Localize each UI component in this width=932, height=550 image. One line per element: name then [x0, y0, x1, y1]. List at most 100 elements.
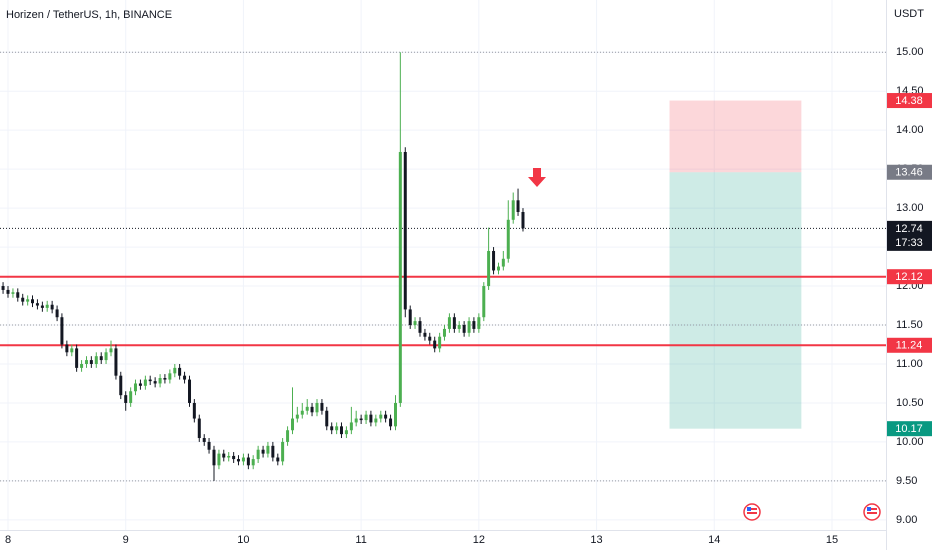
candle-body [251, 459, 255, 466]
candle-body [65, 344, 69, 353]
candle-body [183, 375, 187, 380]
candle-body [89, 360, 93, 364]
candle-body [418, 321, 422, 333]
candle-body [516, 200, 520, 212]
candle-body [442, 328, 446, 337]
y-tick-label: 14.00 [896, 124, 924, 136]
candle-body [369, 414, 373, 423]
candle-body [60, 317, 64, 345]
candle-body [55, 309, 59, 318]
candle-body [379, 414, 383, 419]
candle-body [330, 426, 334, 431]
candle-body [423, 332, 427, 337]
candle-body [428, 336, 432, 341]
y-tick-label: 9.50 [896, 475, 917, 487]
candle-body [477, 317, 481, 329]
candle-body [452, 317, 456, 329]
x-tick-label: 8 [5, 534, 11, 546]
x-tick-label: 14 [708, 534, 720, 546]
candle-body [266, 445, 270, 454]
candle-body [114, 348, 118, 376]
candle-body [315, 402, 319, 413]
candle-body [305, 406, 309, 411]
candle-body [354, 418, 358, 423]
candle-body [433, 340, 437, 349]
candle-body [246, 457, 250, 466]
candle-body [457, 325, 461, 329]
candle-body [85, 360, 89, 364]
entry-price-tag: 13.46 [895, 167, 923, 179]
candle-body [384, 414, 388, 419]
y-tick-label: 10.00 [896, 436, 924, 448]
candle-body [462, 325, 466, 333]
candle-body [408, 309, 412, 326]
event-flag [863, 503, 881, 521]
candle-body [16, 292, 20, 298]
candle-body [256, 449, 260, 460]
candle-body [320, 402, 324, 411]
candle-body [291, 418, 295, 431]
y-tick-label: 9.00 [896, 514, 917, 526]
candle-body [129, 391, 133, 403]
candle-body [339, 426, 343, 435]
candle-body [158, 378, 162, 384]
candle-body [207, 441, 211, 450]
candle-body [286, 430, 290, 442]
target-price-tag: 10.17 [895, 423, 923, 435]
last-price-bg [887, 220, 932, 251]
target-price-tag-bg [887, 421, 932, 437]
candle-body [281, 441, 285, 462]
x-tick-label: 11 [355, 534, 366, 546]
candle-body [192, 402, 196, 419]
candle-body [325, 410, 329, 427]
candle-body [271, 445, 275, 458]
candle-body [70, 348, 74, 353]
level-price-tag-bg [887, 337, 932, 353]
candle-body [276, 457, 280, 462]
candle-body [227, 455, 231, 458]
candle-body [241, 457, 245, 462]
candle-body [394, 402, 398, 427]
candle-body [482, 286, 486, 318]
stop-price-tag-bg [887, 93, 932, 109]
x-tick-label: 13 [590, 534, 602, 546]
level-price-tag: 11.24 [896, 340, 923, 352]
candle-body [506, 219, 510, 259]
countdown: 17:33 [895, 237, 923, 249]
candle-body [119, 375, 123, 396]
candle-body [1, 286, 5, 290]
y-tick-label: 13.00 [896, 202, 924, 214]
candle-body [447, 317, 451, 329]
x-tick-label: 15 [826, 534, 838, 546]
candle-body [335, 426, 339, 431]
candle-body [148, 379, 152, 382]
candle-body [364, 414, 368, 421]
candle-body [143, 379, 147, 386]
target-zone [669, 172, 802, 429]
candle-body [212, 449, 216, 466]
candle-body [133, 383, 137, 392]
candle-body [26, 299, 30, 302]
candle-body [217, 453, 221, 466]
candle-body [45, 304, 49, 308]
candle-body [521, 212, 525, 229]
candle-body [138, 383, 142, 386]
event-flag [743, 503, 761, 521]
candle-body [30, 299, 34, 304]
candle-body [124, 395, 128, 403]
plot-area [0, 0, 886, 530]
y-tick-label: 10.50 [896, 397, 924, 409]
level-price-tag-bg [887, 269, 932, 285]
candle-body [94, 356, 98, 364]
candle-body [359, 418, 363, 421]
x-tick-label: 10 [237, 534, 249, 546]
candle-body [374, 418, 378, 423]
x-tick-label: 9 [123, 534, 129, 546]
candle-body [501, 258, 505, 267]
candle-body [80, 363, 84, 368]
candle-body [6, 289, 10, 294]
candle-body [413, 321, 417, 326]
candle-body [153, 381, 157, 384]
candle-body [40, 305, 44, 308]
